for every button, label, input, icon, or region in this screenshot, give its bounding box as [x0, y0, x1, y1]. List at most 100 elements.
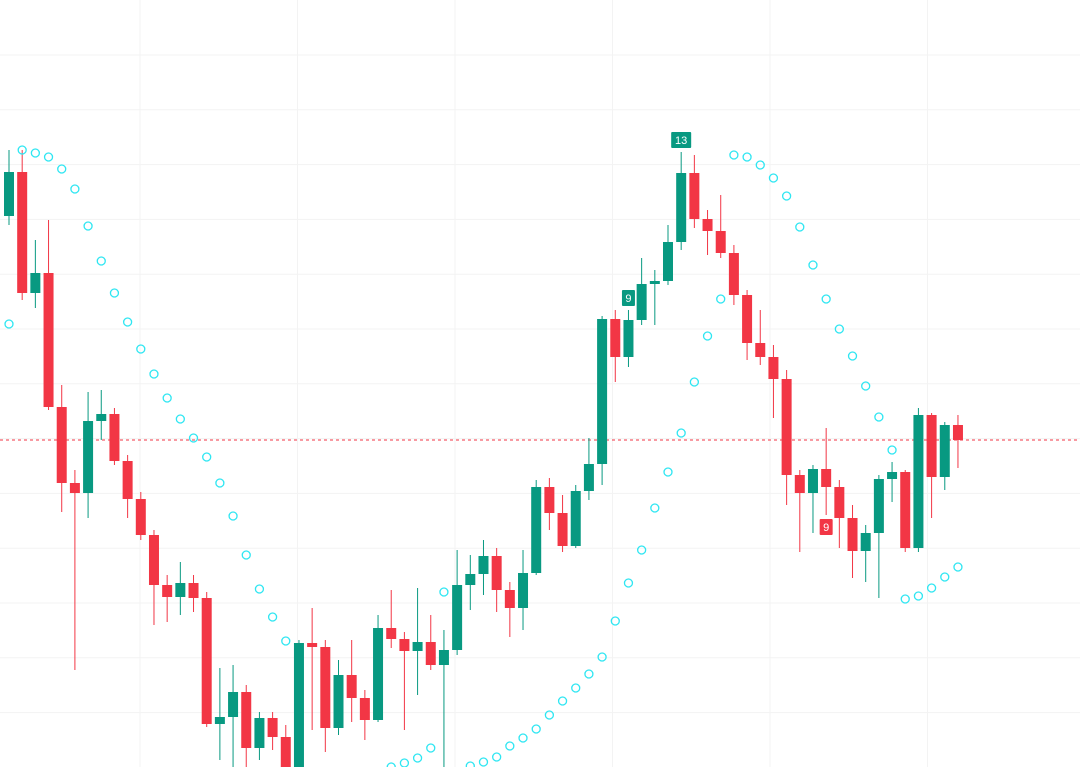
- sar-dot: [716, 294, 726, 304]
- candle-body: [597, 319, 608, 464]
- sar-dot: [4, 319, 14, 329]
- candle-body: [821, 469, 832, 487]
- sar-dot: [953, 562, 963, 572]
- candle-body: [425, 642, 436, 665]
- candle-body: [109, 414, 120, 461]
- candle-body: [465, 574, 476, 585]
- sar-dot: [399, 758, 410, 767]
- candle-body: [135, 499, 146, 535]
- candle-body: [412, 642, 423, 651]
- sar-dot: [742, 152, 752, 162]
- candle-body: [926, 415, 937, 477]
- sar-dot: [478, 757, 489, 767]
- candle-body: [122, 461, 133, 499]
- candle-body: [4, 172, 14, 216]
- sar-dot: [940, 572, 950, 582]
- annotation-text: 9: [625, 293, 631, 305]
- sar-dot: [702, 331, 713, 341]
- annotation-badge: [671, 132, 692, 148]
- sar-dot: [412, 753, 423, 763]
- sar-dot: [518, 733, 528, 743]
- candle-body: [386, 628, 397, 639]
- candle-body: [373, 628, 384, 720]
- annotation-badge: [621, 290, 635, 306]
- sar-dot: [162, 393, 172, 403]
- candle-body: [676, 173, 687, 242]
- candle-body: [241, 692, 252, 748]
- sar-dot: [465, 761, 475, 767]
- sar-dot: [531, 724, 541, 734]
- candle-body: [913, 415, 924, 548]
- sar-dot: [663, 467, 673, 477]
- candle-body: [478, 556, 489, 574]
- candle-body: [188, 583, 199, 598]
- candle-body: [834, 487, 845, 518]
- candle-body: [847, 518, 858, 551]
- sar-dot: [202, 452, 212, 462]
- sar-dot: [241, 550, 251, 560]
- sar-dot: [188, 433, 199, 443]
- sar-dot: [30, 148, 41, 158]
- sar-dot: [386, 762, 396, 767]
- candle-body: [17, 172, 28, 293]
- candle-body: [254, 718, 265, 748]
- candle-body: [781, 379, 792, 475]
- sar-dot: [136, 344, 146, 354]
- sar-dot: [913, 591, 924, 601]
- candle-body: [491, 556, 502, 590]
- sar-dot: [861, 381, 871, 391]
- sar-dot: [795, 222, 805, 232]
- candle-body: [518, 573, 529, 608]
- candle-body: [438, 650, 449, 665]
- candle-body: [702, 219, 713, 231]
- candle-body: [794, 475, 805, 493]
- sar-dot: [808, 260, 818, 270]
- candle-body: [201, 598, 212, 724]
- sar-dot: [847, 351, 858, 361]
- sar-dot: [900, 594, 910, 604]
- sar-dot: [636, 545, 647, 555]
- annotation: 9: [621, 290, 635, 306]
- candle-body: [768, 357, 779, 379]
- candle-body: [56, 407, 67, 483]
- sar-dot: [57, 164, 67, 174]
- candle-body: [755, 343, 766, 357]
- candle-body: [570, 491, 581, 546]
- sar-dot: [17, 145, 27, 155]
- candle-body: [69, 483, 80, 493]
- candle-body: [175, 583, 186, 597]
- candle-body: [293, 643, 304, 767]
- candle-body: [280, 737, 291, 767]
- sar-dot: [887, 445, 897, 455]
- candle-body: [728, 253, 739, 295]
- candle-body: [320, 647, 331, 728]
- candle-body: [715, 231, 726, 253]
- sar-dot: [874, 412, 884, 422]
- sar-dot: [689, 377, 700, 387]
- annotation-badge: [819, 519, 833, 535]
- candle-body: [267, 718, 278, 737]
- sar-dot: [584, 669, 594, 679]
- sar-dot: [43, 152, 54, 162]
- sar-dot: [254, 584, 265, 594]
- annotation: 9: [819, 519, 833, 535]
- sar-dot: [650, 503, 660, 513]
- candle-body: [399, 639, 410, 651]
- sar-dot: [544, 710, 555, 720]
- candle-body: [860, 533, 871, 551]
- candle-body: [148, 535, 159, 585]
- candle-body: [636, 284, 647, 320]
- candle-body: [452, 585, 463, 650]
- sar-dot: [821, 294, 831, 304]
- candle-body: [689, 173, 700, 219]
- sar-dot: [505, 741, 515, 751]
- candle-body: [228, 692, 239, 717]
- sar-dot: [175, 414, 185, 424]
- sar-dot: [610, 616, 620, 626]
- sar-dot: [426, 743, 436, 753]
- candle-body: [162, 585, 173, 597]
- candle-body: [83, 421, 94, 493]
- sar-dot: [96, 256, 106, 266]
- candle-body: [649, 281, 660, 284]
- candle-body: [873, 479, 884, 533]
